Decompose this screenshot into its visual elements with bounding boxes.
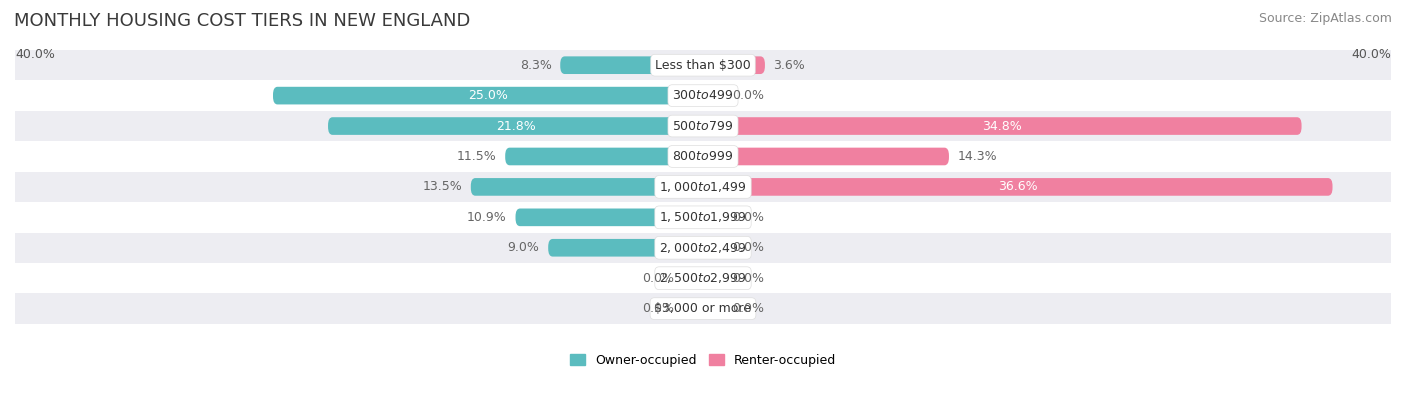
- Text: $1,500 to $1,999: $1,500 to $1,999: [659, 210, 747, 225]
- Text: 0.0%: 0.0%: [641, 272, 673, 285]
- FancyBboxPatch shape: [703, 148, 949, 165]
- Text: 0.0%: 0.0%: [733, 241, 765, 254]
- Legend: Owner-occupied, Renter-occupied: Owner-occupied, Renter-occupied: [569, 354, 837, 367]
- Bar: [15, 202, 1391, 232]
- FancyBboxPatch shape: [471, 178, 703, 196]
- FancyBboxPatch shape: [703, 117, 1302, 135]
- Text: Less than $300: Less than $300: [655, 59, 751, 72]
- FancyBboxPatch shape: [516, 208, 703, 226]
- Bar: [15, 111, 1391, 141]
- Text: $3,000 or more: $3,000 or more: [655, 302, 751, 315]
- Text: MONTHLY HOUSING COST TIERS IN NEW ENGLAND: MONTHLY HOUSING COST TIERS IN NEW ENGLAN…: [14, 12, 471, 30]
- Bar: [15, 172, 1391, 202]
- Text: 0.0%: 0.0%: [733, 302, 765, 315]
- Text: 36.6%: 36.6%: [998, 181, 1038, 193]
- Text: $500 to $799: $500 to $799: [672, 120, 734, 132]
- FancyBboxPatch shape: [703, 300, 724, 317]
- Text: 14.3%: 14.3%: [957, 150, 997, 163]
- FancyBboxPatch shape: [703, 208, 724, 226]
- Text: 10.9%: 10.9%: [467, 211, 508, 224]
- Text: 40.0%: 40.0%: [1351, 49, 1391, 61]
- Text: 0.0%: 0.0%: [641, 302, 673, 315]
- Text: 0.0%: 0.0%: [733, 89, 765, 102]
- FancyBboxPatch shape: [703, 239, 724, 256]
- FancyBboxPatch shape: [703, 87, 724, 105]
- Text: 11.5%: 11.5%: [457, 150, 496, 163]
- FancyBboxPatch shape: [560, 56, 703, 74]
- Text: 21.8%: 21.8%: [496, 120, 536, 132]
- Bar: [15, 141, 1391, 172]
- FancyBboxPatch shape: [682, 269, 703, 287]
- Text: Source: ZipAtlas.com: Source: ZipAtlas.com: [1258, 12, 1392, 25]
- Text: 25.0%: 25.0%: [468, 89, 508, 102]
- FancyBboxPatch shape: [505, 148, 703, 165]
- Text: 0.0%: 0.0%: [733, 272, 765, 285]
- Bar: [15, 263, 1391, 293]
- FancyBboxPatch shape: [703, 178, 1333, 196]
- FancyBboxPatch shape: [548, 239, 703, 256]
- Bar: [15, 81, 1391, 111]
- FancyBboxPatch shape: [328, 117, 703, 135]
- Text: 13.5%: 13.5%: [422, 181, 463, 193]
- Text: $2,500 to $2,999: $2,500 to $2,999: [659, 271, 747, 285]
- FancyBboxPatch shape: [682, 300, 703, 317]
- Text: $1,000 to $1,499: $1,000 to $1,499: [659, 180, 747, 194]
- Text: 8.3%: 8.3%: [520, 59, 551, 72]
- Text: $800 to $999: $800 to $999: [672, 150, 734, 163]
- FancyBboxPatch shape: [703, 56, 765, 74]
- Bar: [15, 50, 1391, 81]
- Bar: [15, 232, 1391, 263]
- Bar: [15, 293, 1391, 324]
- Text: $300 to $499: $300 to $499: [672, 89, 734, 102]
- FancyBboxPatch shape: [273, 87, 703, 105]
- Text: 34.8%: 34.8%: [983, 120, 1022, 132]
- Text: 9.0%: 9.0%: [508, 241, 540, 254]
- FancyBboxPatch shape: [703, 269, 724, 287]
- Text: 0.0%: 0.0%: [733, 211, 765, 224]
- Text: 40.0%: 40.0%: [15, 49, 55, 61]
- Text: 3.6%: 3.6%: [773, 59, 806, 72]
- Text: $2,000 to $2,499: $2,000 to $2,499: [659, 241, 747, 255]
